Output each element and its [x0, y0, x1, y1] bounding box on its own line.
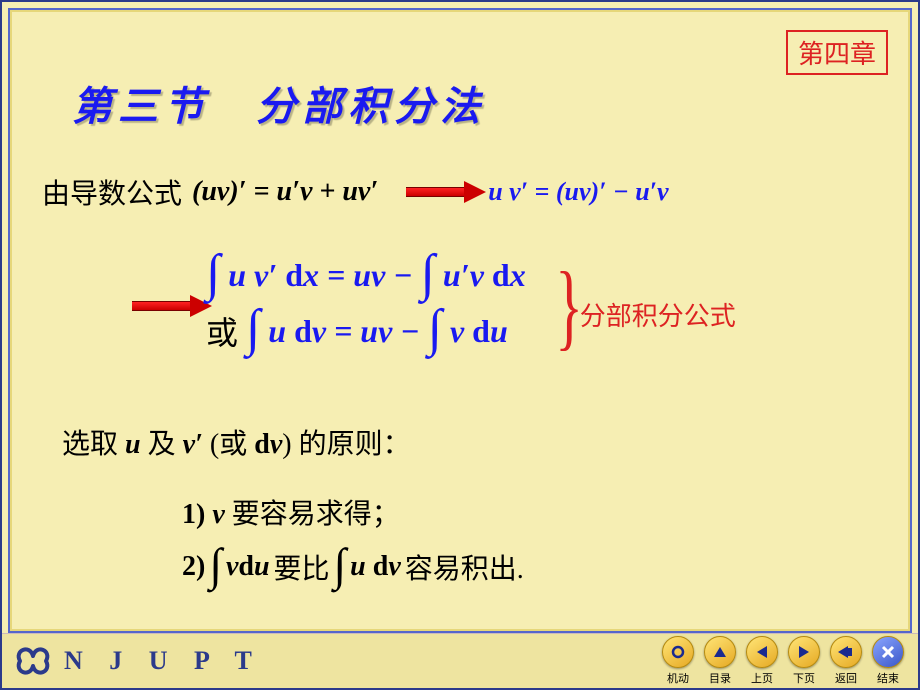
formula-row-2: 或 ∫ u dv = uv − ∫ v du — [206, 308, 526, 354]
nav-label: 结束 — [877, 670, 899, 686]
section-title: 第三节 分部积分法 — [72, 74, 486, 132]
nav-label: 上页 — [751, 670, 773, 686]
nav-label: 机动 — [667, 670, 689, 686]
sel-or-dv: (或 dv) — [210, 429, 292, 460]
nav-label: 目录 — [709, 670, 731, 686]
rule1-num: 1) — [182, 499, 212, 530]
nav-button-下页[interactable]: 下页 — [784, 636, 824, 686]
nav-left-icon[interactable] — [746, 636, 778, 668]
brace-column: } 分部积分公式 — [546, 266, 592, 346]
slide-container: 第四章 第三节 分部积分法 由导数公式 (uv)′ = u′v + uv′ u … — [0, 0, 920, 690]
formula-block: ∫ u v′ dx = uv − ∫ u′v dx 或 ∫ u dv = uv … — [206, 257, 526, 354]
nav-up-icon[interactable] — [704, 636, 736, 668]
nav-buttons: 机动 目录 上页 下页 返回 结束 — [658, 636, 908, 686]
nav-button-返回[interactable]: 返回 — [826, 636, 866, 686]
eq2-mid: = uv − — [334, 313, 420, 350]
rule1-text: 要容易求得； — [232, 499, 400, 530]
nav-circle-icon[interactable] — [662, 636, 694, 668]
sel-vprime: v′ — [183, 429, 210, 460]
nav-label: 返回 — [835, 670, 857, 686]
eq1-right: u′v dx — [443, 257, 526, 294]
eq1-mid: = uv − — [327, 257, 413, 294]
nav-label: 下页 — [793, 670, 815, 686]
derivative-line: 由导数公式 (uv)′ = u′v + uv′ u v′ = (uv)′ − u… — [42, 172, 669, 212]
implied-equation: u v′ = (uv)′ − u′v — [488, 177, 668, 207]
rule-2: 2) ∫ vdu 要比 ∫ u dv 容易积出. — [182, 547, 524, 587]
selection-principle: 选取 u 及 v′ (或 dv) 的原则： — [62, 422, 411, 462]
rule2-post: 容易积出. — [405, 547, 524, 587]
nav-back-icon[interactable] — [830, 636, 862, 668]
nav-button-结束[interactable]: 结束 — [868, 636, 908, 686]
derivative-intro: 由导数公式 — [42, 172, 182, 212]
arrow-right-icon — [132, 301, 192, 311]
nav-button-机动[interactable]: 机动 — [658, 636, 698, 686]
eq2-left: u dv — [268, 313, 326, 350]
rule2-mid: 要比 — [274, 547, 330, 587]
nav-button-上页[interactable]: 上页 — [742, 636, 782, 686]
sel-and: 及 — [148, 429, 183, 460]
brace-caption: 分部积分公式 — [580, 296, 736, 333]
rule2-udv: u dv — [350, 551, 401, 583]
derivative-equation: (uv)′ = u′v + uv′ — [192, 176, 378, 208]
nav-x-icon[interactable] — [872, 636, 904, 668]
nav-button-目录[interactable]: 目录 — [700, 636, 740, 686]
right-brace-icon: } — [555, 266, 583, 346]
sel-u: u — [125, 429, 141, 460]
njupt-label: N J U P T — [64, 646, 262, 676]
rule2-num: 2) — [182, 551, 205, 583]
rule-1: 1) v 要容易求得； — [182, 492, 400, 532]
chapter-badge: 第四章 — [786, 30, 888, 75]
main-derivation: ∫ u v′ dx = uv − ∫ u′v dx 或 ∫ u dv = uv … — [132, 257, 592, 354]
sel-post: 的原则： — [299, 429, 411, 460]
eq1-left: u v′ dx — [228, 257, 319, 294]
rule1-v: v — [212, 499, 224, 530]
formula-row-1: ∫ u v′ dx = uv − ∫ u′v dx — [206, 257, 526, 294]
nav-right-icon[interactable] — [788, 636, 820, 668]
eq2-right: v du — [450, 313, 508, 350]
footer-bar: N J U P T 机动 目录 上页 下页 返回 结束 — [2, 633, 918, 688]
arrow-right-icon — [406, 187, 466, 197]
sel-pre: 选取 — [62, 429, 125, 460]
rule2-vdu: vdu — [226, 551, 270, 583]
logo-knot-icon — [12, 642, 54, 680]
footer-logo: N J U P T — [12, 642, 262, 680]
